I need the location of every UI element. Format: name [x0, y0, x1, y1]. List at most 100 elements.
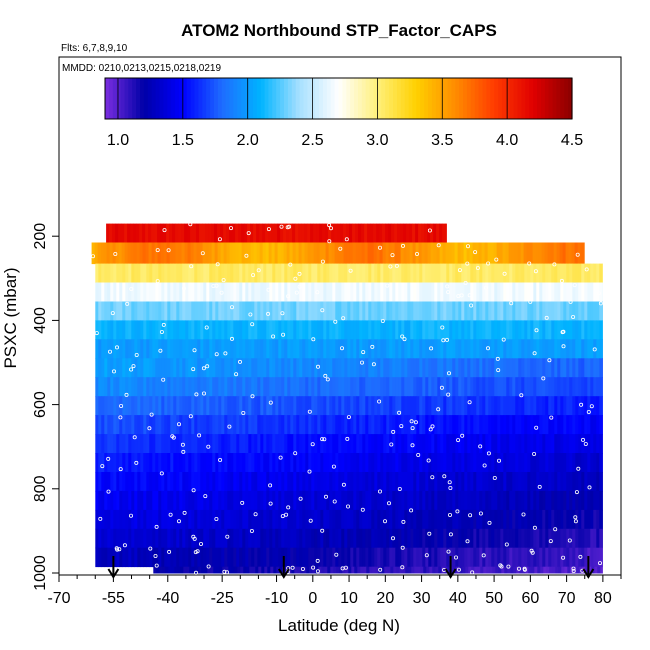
heatmap-cell: [242, 528, 246, 549]
measurement-point: [436, 407, 441, 412]
measurement-point: [338, 246, 343, 251]
heatmap-cell: [395, 490, 399, 511]
heatmap-cell: [176, 415, 180, 435]
heatmap-cell: [581, 358, 585, 378]
heatmap-cell: [148, 242, 152, 265]
heatmap-cell: [320, 547, 324, 568]
heatmap-cell: [179, 339, 183, 359]
heatmap-cell: [200, 415, 204, 435]
heatmap-cell: [95, 415, 99, 435]
heatmap-cell: [366, 566, 370, 574]
heatmap-cell: [299, 547, 303, 568]
measurement-point: [429, 346, 434, 351]
heatmap-cell: [374, 434, 378, 454]
heatmap-cell: [389, 453, 393, 473]
heatmap-cell: [365, 509, 369, 530]
heatmap-cell: [233, 547, 237, 568]
heatmap-cell: [554, 547, 558, 568]
heatmap-cell: [374, 301, 378, 321]
colorbar-segment: [147, 78, 153, 119]
heatmap-cell: [134, 415, 138, 435]
heatmap-cell: [575, 415, 579, 435]
heatmap-cell: [187, 223, 191, 243]
heatmap-cell: [494, 415, 498, 435]
heatmap-cell: [476, 528, 480, 549]
heatmap-cell: [509, 396, 513, 416]
heatmap-cell: [290, 358, 294, 378]
heatmap-cell: [224, 509, 228, 530]
heatmap-cell: [536, 434, 540, 454]
heatmap-cell: [121, 223, 125, 243]
x-tick-label: 80: [594, 590, 612, 607]
heatmap-cell: [290, 453, 294, 473]
heatmap-cell: [380, 453, 384, 473]
heatmap-cell: [224, 490, 228, 511]
heatmap-cell: [182, 263, 186, 283]
heatmap-cell: [512, 453, 516, 473]
heatmap-cell: [386, 358, 390, 378]
heatmap-cell: [302, 339, 306, 359]
heatmap-cell: [464, 358, 468, 378]
heatmap-cell: [521, 263, 525, 283]
heatmap-cell: [260, 472, 264, 492]
heatmap-cell: [407, 339, 411, 359]
heatmap-cell: [338, 415, 342, 435]
heatmap-cell: [404, 415, 408, 435]
heatmap-cell: [298, 223, 302, 243]
heatmap-band: [95, 377, 603, 397]
heatmap-cell: [587, 415, 591, 435]
heatmap-cell: [410, 339, 414, 359]
heatmap-cell: [401, 282, 405, 302]
heatmap-cell: [134, 509, 138, 530]
heatmap-cell: [410, 263, 414, 283]
heatmap-cell: [599, 358, 603, 378]
heatmap-cell: [197, 509, 201, 530]
heatmap-cell: [305, 415, 309, 435]
heatmap-cell: [365, 396, 369, 416]
heatmap-cell: [130, 223, 134, 243]
heatmap-cell: [155, 528, 159, 549]
heatmap-cell: [324, 566, 328, 574]
y-tick-label: 200: [32, 223, 49, 250]
heatmap-cell: [326, 528, 330, 549]
heatmap-cell: [180, 566, 184, 574]
heatmap-cell: [395, 453, 399, 473]
heatmap-cell: [548, 396, 552, 416]
heatmap-cell: [418, 242, 422, 265]
heatmap-cell: [350, 339, 354, 359]
heatmap-band: [95, 301, 603, 321]
heatmap-cell: [497, 528, 501, 549]
heatmap-cell: [302, 263, 306, 283]
heatmap-cell: [209, 377, 213, 397]
heatmap-cell: [467, 263, 471, 283]
heatmap-cell: [254, 434, 258, 454]
heatmap-cell: [233, 396, 237, 416]
heatmap-cell: [437, 453, 441, 473]
heatmap-cell: [269, 339, 273, 359]
heatmap-cell: [368, 358, 372, 378]
heatmap-cell: [122, 472, 126, 492]
heatmap-cell: [479, 547, 483, 568]
heatmap-cell: [95, 282, 99, 302]
measurement-point: [492, 475, 497, 480]
heatmap-cell: [533, 377, 537, 397]
heatmap-cell: [224, 472, 228, 492]
measurement-point: [559, 278, 564, 283]
heatmap-cell: [449, 320, 453, 340]
heatmap-cell: [272, 528, 276, 549]
heatmap-cell: [599, 453, 603, 473]
heatmap-cell: [587, 301, 591, 321]
heatmap-cell: [470, 415, 474, 435]
heatmap-cell: [536, 396, 540, 416]
heatmap-cell: [419, 490, 423, 511]
heatmap-cell: [359, 263, 363, 283]
heatmap-cell: [395, 263, 399, 283]
heatmap-cell: [368, 472, 372, 492]
heatmap-cell: [158, 396, 162, 416]
heatmap-cell: [368, 509, 372, 530]
heatmap-cell: [482, 396, 486, 416]
heatmap-cell: [412, 242, 416, 265]
heatmap-cell: [530, 490, 534, 511]
heatmap-cell: [452, 472, 456, 492]
heatmap-cell: [368, 415, 372, 435]
